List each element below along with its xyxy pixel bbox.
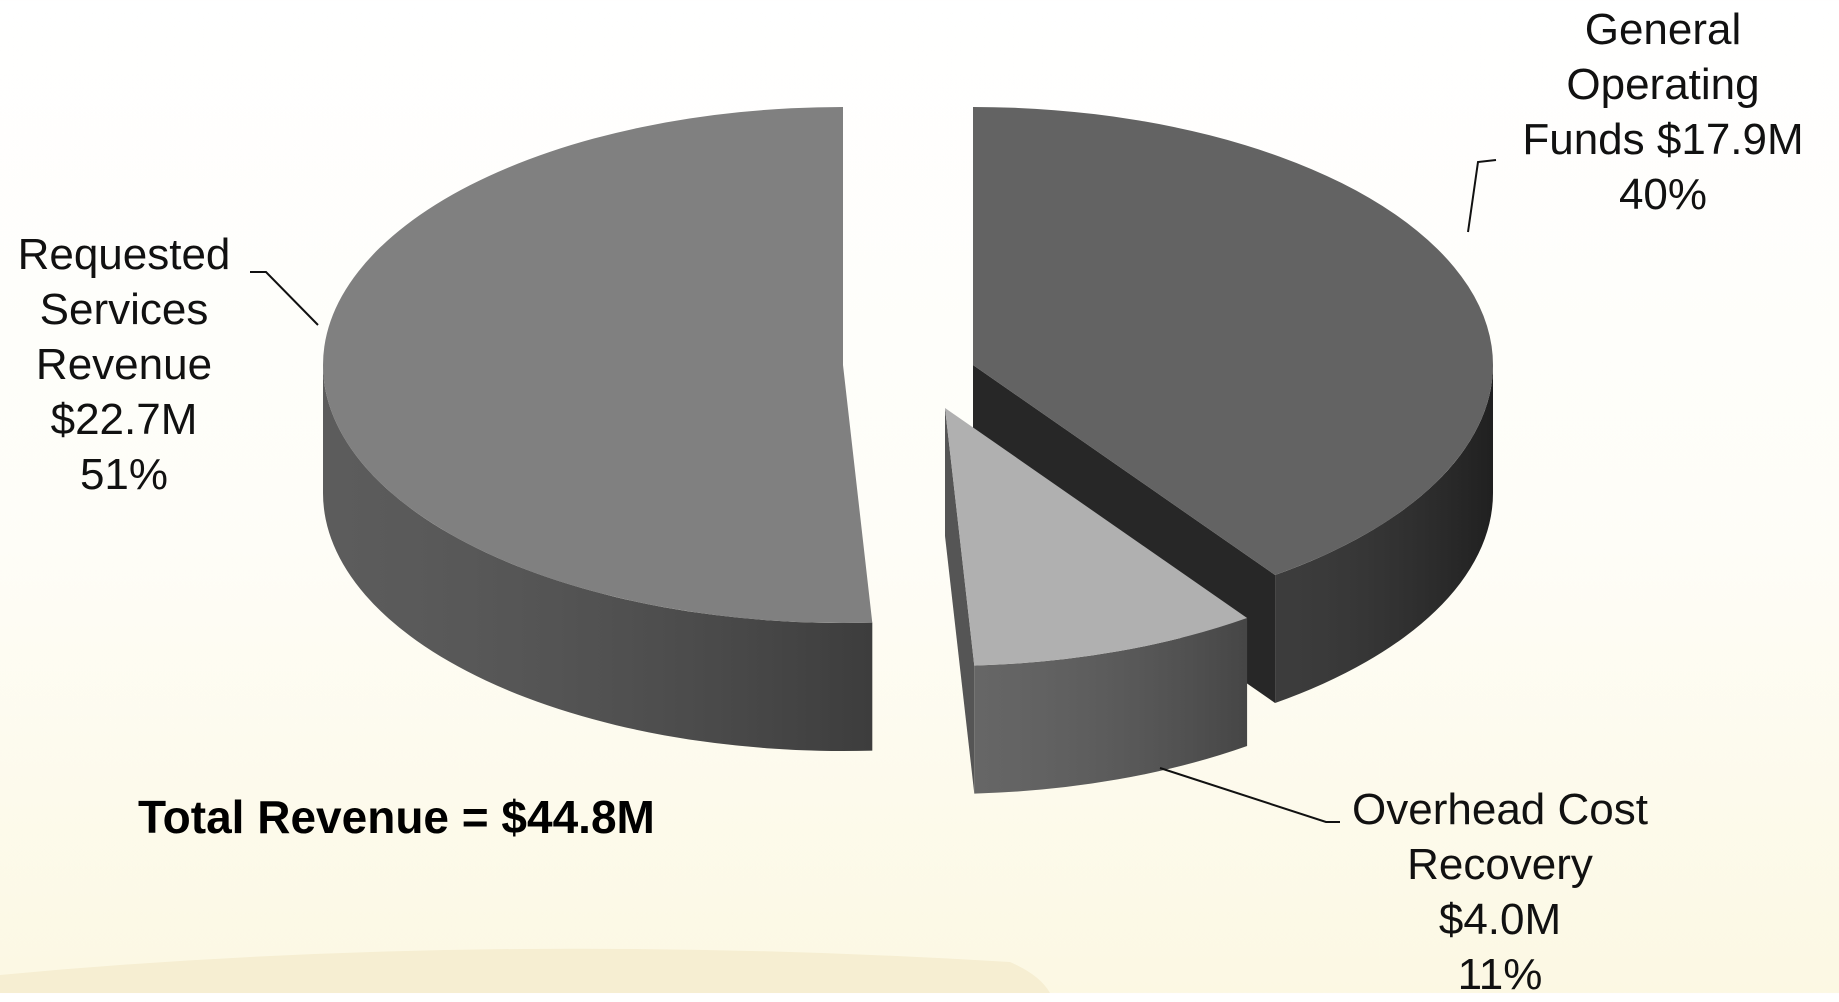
slice-label-line: Services <box>39 285 209 334</box>
slice-label-line: $4.0M <box>1438 895 1562 944</box>
pie-slice-side-shading <box>323 365 873 751</box>
label-overhead-cost-recovery: Overhead Cost Recovery $4.0M 11% <box>1330 782 1670 1002</box>
leader-lines <box>250 159 1497 823</box>
leader-line <box>1467 159 1497 233</box>
slice-label-line: 51% <box>79 450 169 499</box>
slice-label-line: Requested <box>17 230 231 279</box>
slice-label-line: $22.7M <box>50 395 198 444</box>
pie-slices <box>323 107 1493 794</box>
pie-slice-side-shading <box>1275 365 1493 704</box>
pie-slice-top <box>973 107 1493 576</box>
slice-label-line: Funds $17.9M <box>1522 115 1804 164</box>
pie-slice-side-shading <box>974 618 1248 794</box>
pie-slice <box>323 107 873 751</box>
leader-line <box>250 271 319 326</box>
slice-label-line: General <box>1584 5 1742 54</box>
label-general-operating-funds: General Operating Funds $17.9M 40% <box>1498 2 1828 222</box>
pie-slice-top <box>323 107 873 623</box>
slice-label-line: Recovery <box>1407 840 1593 889</box>
slice-label-line: 11% <box>1457 950 1543 999</box>
background-swoosh <box>0 948 1050 993</box>
slice-label-line: Overhead Cost <box>1352 785 1648 834</box>
slice-label-line: Operating <box>1566 60 1760 109</box>
label-requested-services-revenue: Requested Services Revenue $22.7M 51% <box>0 227 248 502</box>
pie-slice-wall <box>945 408 975 794</box>
slice-label-line: 40% <box>1618 170 1708 219</box>
pie-slice <box>945 408 1248 794</box>
total-revenue-label: Total Revenue = $44.8M <box>138 791 655 843</box>
pie-slice-top <box>945 408 1248 666</box>
leader-line <box>1159 767 1340 823</box>
slice-label-line: Revenue <box>35 340 213 389</box>
